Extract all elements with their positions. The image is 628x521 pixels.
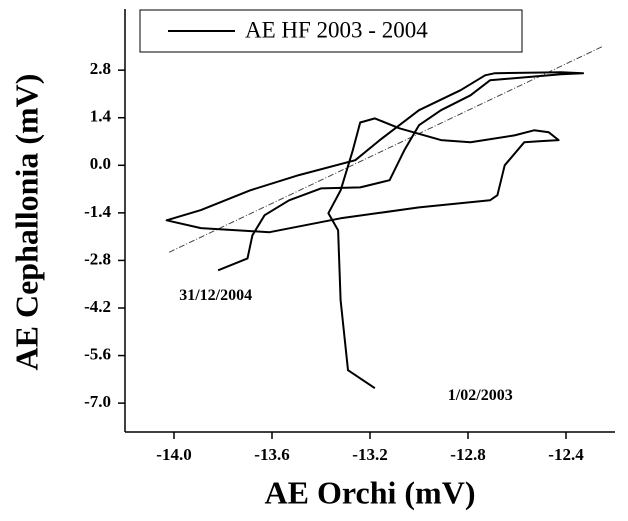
trend-line (168, 45, 603, 253)
legend-label: AE HF 2003 - 2004 (245, 17, 428, 42)
x-tick-label: -13.2 (352, 445, 387, 464)
y-tick-label: -1.4 (84, 202, 111, 221)
annotation: 1/02/2003 (448, 387, 513, 404)
x-axis-title: AE Orchi (mV) (265, 474, 476, 510)
y-tick-label: -4.2 (84, 297, 111, 316)
y-tick-label: -7.0 (84, 392, 111, 411)
x-tick-label: -12.8 (450, 445, 485, 464)
x-tick-label: -13.6 (254, 445, 289, 464)
x-tick-label: -12.4 (548, 445, 584, 464)
y-tick-label: -5.6 (84, 344, 111, 363)
y-tick-label: 2.8 (90, 59, 111, 78)
data-line (165, 71, 585, 390)
y-tick-label: 0.0 (90, 154, 111, 173)
x-tick-label: -14.0 (156, 445, 191, 464)
annotation: 31/12/2004 (179, 287, 252, 304)
y-axis-title: AE Cephallonia (mV) (8, 74, 44, 371)
y-tick-label: 1.4 (90, 107, 112, 126)
y-tick-label: -2.8 (84, 249, 111, 268)
